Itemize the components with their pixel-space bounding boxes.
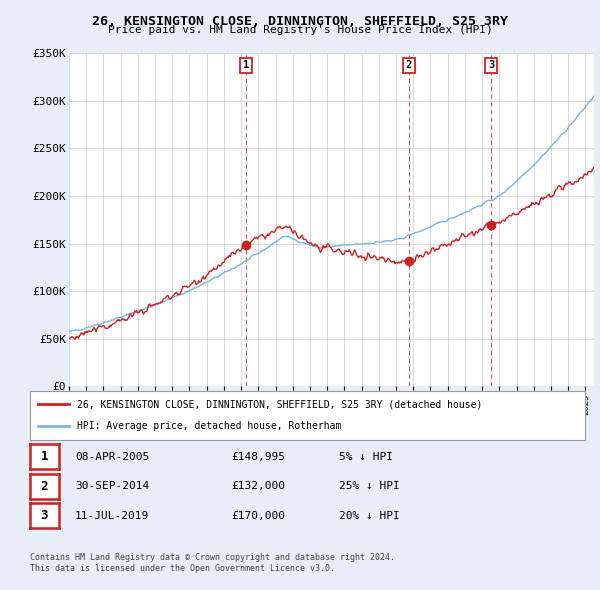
Text: Price paid vs. HM Land Registry's House Price Index (HPI): Price paid vs. HM Land Registry's House …	[107, 25, 493, 35]
Text: 2: 2	[406, 61, 412, 70]
Text: 26, KENSINGTON CLOSE, DINNINGTON, SHEFFIELD, S25 3RY: 26, KENSINGTON CLOSE, DINNINGTON, SHEFFI…	[92, 15, 508, 28]
Text: 25% ↓ HPI: 25% ↓ HPI	[339, 481, 400, 491]
Text: 2: 2	[41, 480, 48, 493]
Text: 3: 3	[41, 509, 48, 522]
Text: £132,000: £132,000	[231, 481, 285, 491]
Text: 3: 3	[488, 61, 494, 70]
Text: 26, KENSINGTON CLOSE, DINNINGTON, SHEFFIELD, S25 3RY (detached house): 26, KENSINGTON CLOSE, DINNINGTON, SHEFFI…	[77, 399, 482, 409]
Text: £148,995: £148,995	[231, 452, 285, 461]
Text: Contains HM Land Registry data © Crown copyright and database right 2024.
This d: Contains HM Land Registry data © Crown c…	[30, 553, 395, 573]
Text: £170,000: £170,000	[231, 511, 285, 520]
Text: 5% ↓ HPI: 5% ↓ HPI	[339, 452, 393, 461]
Text: 30-SEP-2014: 30-SEP-2014	[75, 481, 149, 491]
Text: 1: 1	[242, 61, 249, 70]
Text: 08-APR-2005: 08-APR-2005	[75, 452, 149, 461]
Text: HPI: Average price, detached house, Rotherham: HPI: Average price, detached house, Roth…	[77, 421, 341, 431]
Text: 11-JUL-2019: 11-JUL-2019	[75, 511, 149, 520]
Text: 20% ↓ HPI: 20% ↓ HPI	[339, 511, 400, 520]
Text: 1: 1	[41, 450, 48, 463]
